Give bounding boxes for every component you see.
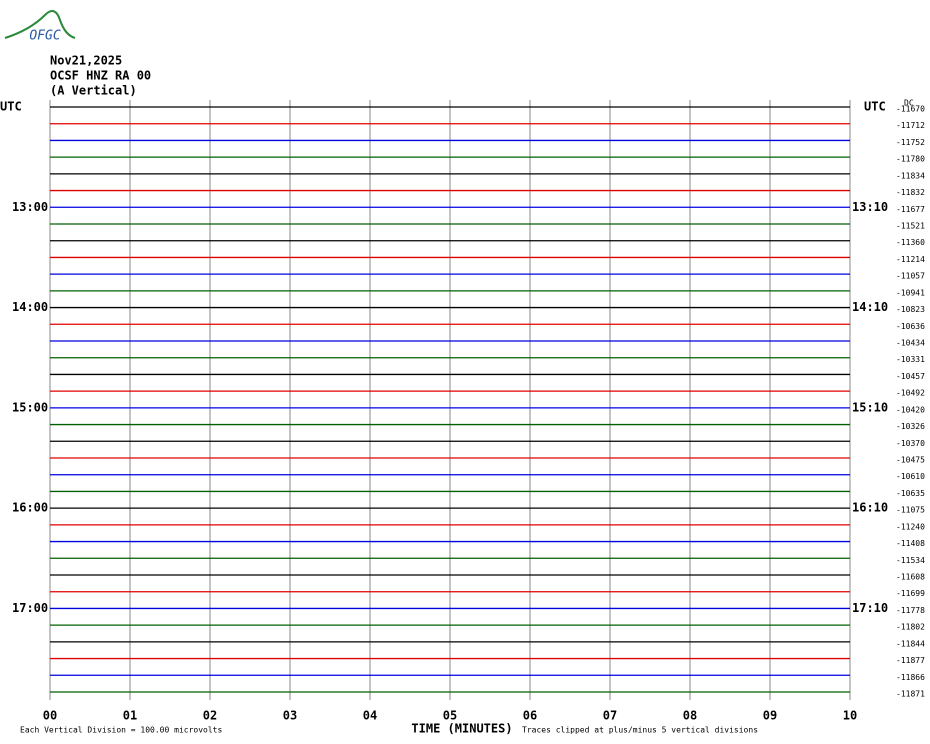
dc-offset: -10610 xyxy=(896,472,925,481)
logo-mark xyxy=(4,10,76,39)
dc-offset: -11780 xyxy=(896,155,925,164)
dc-offset: -10492 xyxy=(896,389,925,398)
dc-offset: -11802 xyxy=(896,623,925,632)
footer-left: Each Vertical Division = 100.00 microvol… xyxy=(20,726,222,735)
right-time-label: 16:10 xyxy=(852,501,888,515)
x-tick-label: 09 xyxy=(763,709,777,723)
dc-offset: -11871 xyxy=(896,690,925,699)
dc-offset: -11844 xyxy=(896,639,925,648)
right-time-label: 13:10 xyxy=(852,200,888,214)
left-time-label: 17:00 xyxy=(12,601,48,615)
dc-offset: -11677 xyxy=(896,205,925,214)
dc-offset: -11866 xyxy=(896,673,925,682)
dc-offset: -10457 xyxy=(896,372,925,381)
dc-offset: -10941 xyxy=(896,288,925,297)
x-tick-label: 06 xyxy=(523,709,537,723)
x-tick-label: 02 xyxy=(203,709,217,723)
offset-title: DC xyxy=(904,99,914,108)
footer-right: Traces clipped at plus/minus 5 vertical … xyxy=(522,726,758,735)
dc-offset: -11521 xyxy=(896,222,925,231)
x-tick-label: 05 xyxy=(443,709,457,723)
dc-offset: -10434 xyxy=(896,339,925,348)
dc-offset: -11408 xyxy=(896,539,925,548)
right-time-label: 14:10 xyxy=(852,300,888,314)
left-time-label: 16:00 xyxy=(12,501,48,515)
left-title: UTC xyxy=(0,100,22,114)
dc-offset: -11699 xyxy=(896,589,925,598)
dc-offset: -11360 xyxy=(896,238,925,247)
dc-offset: -11712 xyxy=(896,121,925,130)
dc-offset: -11834 xyxy=(896,171,925,180)
dc-offset: -11214 xyxy=(896,255,925,264)
right-time-label: 15:10 xyxy=(852,400,888,414)
x-axis-label: TIME (MINUTES) xyxy=(411,722,512,736)
dc-offset: -10475 xyxy=(896,456,925,465)
logo: OFGC xyxy=(29,29,60,44)
x-tick-label: 04 xyxy=(363,709,377,723)
dc-offset: -10636 xyxy=(896,322,925,331)
dc-offset: -11778 xyxy=(896,606,925,615)
component: (A Vertical) xyxy=(50,84,137,98)
dc-offset: -11057 xyxy=(896,272,925,281)
x-tick-label: 03 xyxy=(283,709,297,723)
dc-offset: -10370 xyxy=(896,439,925,448)
dc-offset: -10326 xyxy=(896,422,925,431)
x-tick-label: 01 xyxy=(123,709,137,723)
station: OCSF HNZ RA 00 xyxy=(50,69,151,83)
dc-offset: -10635 xyxy=(896,489,925,498)
date: Nov21,2025 xyxy=(50,54,122,68)
dc-offset: -11075 xyxy=(896,506,925,515)
right-title: UTC xyxy=(864,100,886,114)
dc-offset: -10331 xyxy=(896,355,925,364)
dc-offset: -11832 xyxy=(896,188,925,197)
dc-offset: -11877 xyxy=(896,656,925,665)
x-tick-label: 08 xyxy=(683,709,697,723)
x-tick-label: 10 xyxy=(843,709,857,723)
dc-offset: -11534 xyxy=(896,556,925,565)
dc-offset: -11670 xyxy=(896,105,925,114)
dc-offset: -11752 xyxy=(896,138,925,147)
dc-offset: -10823 xyxy=(896,305,925,314)
right-time-label: 17:10 xyxy=(852,601,888,615)
dc-offset: -11608 xyxy=(896,573,925,582)
left-time-label: 15:00 xyxy=(12,400,48,414)
dc-offset: -10420 xyxy=(896,405,925,414)
left-time-label: 14:00 xyxy=(12,300,48,314)
x-tick-label: 00 xyxy=(43,709,57,723)
dc-offset: -11240 xyxy=(896,522,925,531)
x-tick-label: 07 xyxy=(603,709,617,723)
left-time-label: 13:00 xyxy=(12,200,48,214)
